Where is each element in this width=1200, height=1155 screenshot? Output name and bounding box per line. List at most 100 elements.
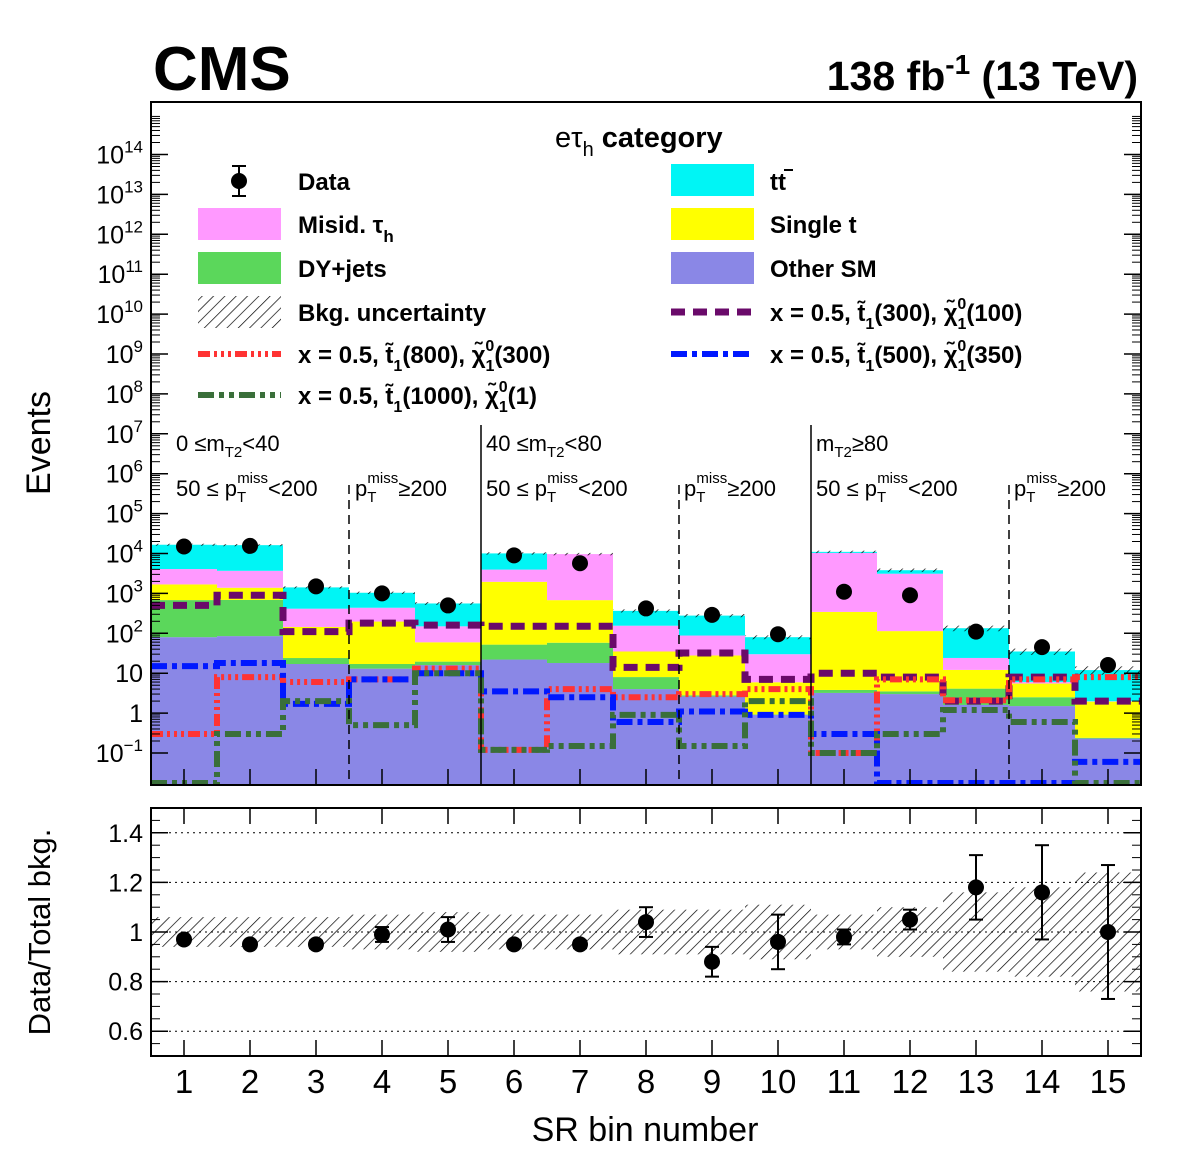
ratio-point-12 xyxy=(902,911,918,928)
data-point-8 xyxy=(638,600,654,617)
stack-bar-misid-h-5 xyxy=(415,626,481,643)
stack-bar-dy-jets-7 xyxy=(547,642,613,664)
stack-bar-dy-jets-12 xyxy=(877,691,943,695)
category-title: eτh category xyxy=(555,122,723,161)
region-pt-labels: 50 ≤ pTmiss<200 pTmiss≥200 50 ≤ pTmiss<2… xyxy=(176,470,1106,506)
stack-bar-single-t-9 xyxy=(679,655,745,696)
y-tick-label-top: 106 xyxy=(106,457,143,489)
stack-bar-dy-jets-10 xyxy=(745,714,811,715)
stack-bar-other-sm-6 xyxy=(481,659,547,785)
stack-bar-misid-h-14 xyxy=(1009,682,1075,684)
data-point-5 xyxy=(440,597,456,614)
stack-bar-misid-h-4 xyxy=(349,607,415,622)
stack-bar-dy-jets-4 xyxy=(349,664,415,669)
legend-sig-500-350: x = 0.5, t̃1(500), χ̃10(350) xyxy=(671,338,1022,375)
pt-low-3: 50 ≤ pTmiss<200 xyxy=(816,470,958,506)
region-mt2-a: 0 ≤mT2<40 xyxy=(176,431,280,461)
pt-low-1: 50 ≤ pTmiss<200 xyxy=(176,470,318,506)
legend-ttbar: tt xyxy=(671,164,793,196)
y-tick-label-top: 107 xyxy=(106,417,143,449)
stack-bar-single-t-11 xyxy=(811,611,877,690)
stack-bar-tt-8 xyxy=(613,610,679,626)
data-point-14 xyxy=(1034,639,1050,656)
data-point-3 xyxy=(308,578,324,595)
ratio-points xyxy=(176,844,1116,1000)
legend-single-t: Single t xyxy=(671,208,857,240)
x-tick-label: 8 xyxy=(637,1063,655,1100)
stack-bar-single-t-1 xyxy=(151,584,217,601)
y-tick-label-top: 1 xyxy=(129,700,143,728)
data-point-1 xyxy=(176,538,192,555)
data-point-12 xyxy=(902,587,918,604)
legend-sig-1000-1: x = 0.5, t̃1(1000), χ̃10(1) xyxy=(198,379,537,416)
region-mt2-c: mT2≥80 xyxy=(816,431,888,461)
ratio-point-4 xyxy=(374,926,390,943)
stack-bar-misid-h-3 xyxy=(283,608,349,627)
x-tick-label: 15 xyxy=(1090,1063,1127,1100)
pt-low-2: 50 ≤ pTmiss<200 xyxy=(486,470,628,506)
y-tick-label-bottom: 0.6 xyxy=(108,1018,143,1046)
stack-bar-other-sm-1 xyxy=(151,637,217,785)
legend-single-t-label: Single t xyxy=(770,212,857,239)
legend-misid-label: Misid. τh xyxy=(298,212,394,246)
y-tick-label-top: 108 xyxy=(106,377,143,409)
stack-bar-tt-5 xyxy=(415,603,481,627)
x-tick-label: 13 xyxy=(958,1063,995,1100)
x-tick-label: 9 xyxy=(703,1063,721,1100)
stack-bar-other-sm-7 xyxy=(547,663,613,785)
y-axis-top: 10−1 1 10 102 103 104 105 106 107 108 109 1010 1011 1… xyxy=(96,115,1141,768)
legend-other-sm-label: Other SM xyxy=(770,256,877,283)
data-point-9 xyxy=(704,606,720,623)
stack-bar-dy-jets-14 xyxy=(1009,697,1075,707)
y-tick-label-bottom: 0.8 xyxy=(108,969,143,997)
y-tick-label-top: 10 xyxy=(115,660,143,688)
ratio-point-5 xyxy=(440,921,456,938)
energy-label: (13 TeV) xyxy=(970,53,1138,99)
data-point-6 xyxy=(506,547,522,564)
x-tick-label: 12 xyxy=(892,1063,929,1100)
legend-sig-300-100: x = 0.5, t̃1(300), χ̃10(100) xyxy=(671,296,1022,333)
y-tick-label-top: 1011 xyxy=(98,257,143,289)
x-tick-label: 4 xyxy=(373,1063,391,1100)
ratio-point-15 xyxy=(1100,924,1116,940)
x-tick-label: 1 xyxy=(175,1063,193,1100)
stack-bar-dy-jets-15 xyxy=(1075,737,1141,739)
unc-top-7 xyxy=(547,552,613,556)
stack-bar-single-t-15 xyxy=(1075,701,1141,738)
data-points-top xyxy=(176,537,1116,674)
stack-bar-other-sm-5 xyxy=(415,665,481,785)
stack-bar-dy-jets-8 xyxy=(613,677,679,690)
lumi-value: 138 fb xyxy=(827,53,946,99)
y-tick-label-bottom: 1.2 xyxy=(108,869,143,897)
y-tick-label-top: 1010 xyxy=(96,297,143,329)
experiment-label: CMS xyxy=(153,35,291,104)
legend-ttbar-label: tt xyxy=(770,169,786,196)
stack-bar-misid-h-10 xyxy=(745,654,811,683)
stack-bar-single-t-13 xyxy=(943,669,1009,689)
stack-bar-other-sm-2 xyxy=(217,636,283,785)
legend: Data tt Misid. τh Single t DY+jets Other… xyxy=(198,164,1022,416)
legend-sig-500-350-label: x = 0.5, t̃1(500), χ̃10(350) xyxy=(770,338,1022,375)
y-tick-label-bottom: 1.4 xyxy=(108,820,143,848)
lumi-exp: -1 xyxy=(945,49,970,80)
signal-curve-4 xyxy=(151,670,1141,785)
ratio-point-7 xyxy=(572,936,588,953)
legend-other-sm: Other SM xyxy=(671,252,877,284)
y-tick-label-top: 1014 xyxy=(96,138,143,170)
stack-bar-misid-h-1 xyxy=(151,569,217,585)
ratio-point-13 xyxy=(968,879,984,896)
x-tick-label: 5 xyxy=(439,1063,457,1100)
data-point-10 xyxy=(770,626,786,643)
data-point-11 xyxy=(836,583,852,600)
ratio-point-2 xyxy=(242,936,258,953)
signal-curve-2 xyxy=(151,665,1141,756)
data-point-4 xyxy=(374,585,390,602)
legend-sig-800-300-label: x = 0.5, t̃1(800), χ̃10(300) xyxy=(298,338,550,375)
stack-bar-misid-h-11 xyxy=(811,552,877,612)
data-point-2 xyxy=(242,537,258,554)
ratio-point-1 xyxy=(176,931,192,948)
x-tick-label: 2 xyxy=(241,1063,259,1100)
y-tick-label-top: 10−1 xyxy=(96,736,143,768)
y-tick-label-top: 1012 xyxy=(96,217,143,249)
